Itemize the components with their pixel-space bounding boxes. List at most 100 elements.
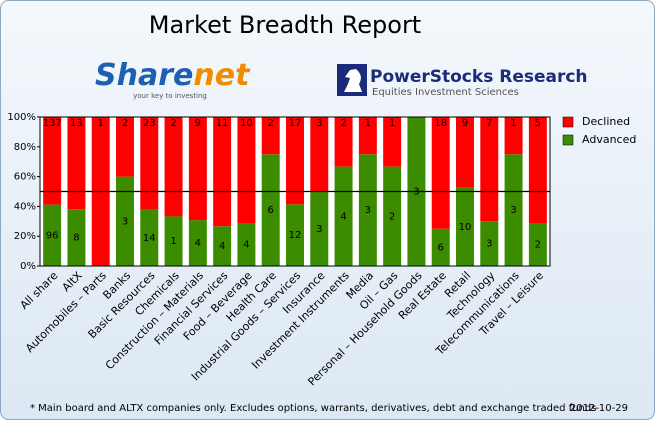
- bar-segment: [528, 223, 547, 266]
- bar-segment: [43, 204, 62, 266]
- bar-segment: [358, 117, 377, 155]
- y-tick-label: 100%: [7, 112, 36, 123]
- data-label: 7: [486, 118, 492, 129]
- bar-segment: [213, 226, 232, 266]
- data-label: 3: [486, 239, 492, 250]
- data-label: 13: [70, 118, 83, 129]
- legend-swatch: [562, 134, 574, 146]
- bar-segment: [480, 221, 499, 266]
- data-label: 1: [365, 118, 371, 129]
- data-label: 4: [243, 240, 249, 251]
- data-label: 137: [43, 118, 62, 129]
- logo-part: Share: [95, 58, 193, 93]
- bar-segment: [116, 176, 134, 266]
- data-label: 23: [143, 118, 156, 129]
- data-label: 18: [434, 118, 447, 129]
- knight-icon: [344, 69, 362, 92]
- data-label: 96: [46, 230, 59, 241]
- bar-segment: [456, 117, 474, 188]
- data-label: 2: [340, 118, 346, 129]
- data-label: 6: [268, 205, 274, 216]
- bar-segment: [67, 117, 86, 210]
- bar-segment: [383, 117, 402, 167]
- data-label: 10: [240, 118, 253, 129]
- logo-text: PowerStocks Research: [370, 67, 588, 87]
- data-label: 2: [170, 118, 176, 129]
- bar-segment: [237, 223, 256, 266]
- data-label: 4: [340, 211, 346, 222]
- logo-part: net: [193, 58, 251, 93]
- bar-segment: [261, 117, 280, 155]
- data-label: 1: [170, 236, 176, 247]
- data-label: 11: [216, 118, 229, 129]
- sharenet-logo: Sharenet your key to investing: [95, 58, 251, 101]
- bar-segment: [261, 154, 280, 266]
- bar-segment: [310, 191, 329, 266]
- bar-segment: [286, 117, 304, 205]
- data-label: 2: [268, 118, 274, 129]
- data-label: 3: [510, 205, 516, 216]
- data-label: 1: [510, 118, 516, 129]
- bar-segment: [188, 117, 207, 221]
- data-label: 4: [195, 238, 201, 249]
- data-label: 3: [316, 118, 322, 129]
- bar-segment: [358, 154, 377, 266]
- chart-title: Market Breadth Report: [149, 11, 421, 39]
- y-tick-label: 40%: [14, 201, 36, 212]
- data-label: 1: [98, 118, 104, 129]
- bar-segment: [140, 117, 159, 210]
- data-label: 3: [122, 216, 128, 227]
- data-label: 2: [535, 240, 541, 251]
- legend-swatch: [562, 116, 574, 128]
- y-tick-label: 80%: [14, 142, 36, 153]
- bar-segment: [456, 187, 474, 266]
- data-label: 2: [389, 211, 395, 222]
- bar-segment: [116, 117, 134, 177]
- date: 2012-10-29: [570, 403, 628, 414]
- data-label: 8: [73, 233, 79, 244]
- data-label: 6: [438, 242, 444, 253]
- data-label: 10: [459, 222, 472, 233]
- legend-label: Advanced: [582, 133, 636, 146]
- bar-segment: [528, 117, 547, 224]
- bar-segment: [431, 228, 450, 266]
- y-tick-label: 60%: [14, 172, 36, 183]
- bar-segment: [213, 117, 232, 227]
- footnote: * Main board and ALTX companies only. Ex…: [30, 403, 596, 414]
- data-label: 2: [122, 118, 128, 129]
- bar-segment: [504, 117, 523, 155]
- bar-segment: [188, 220, 207, 266]
- logo-tagline: your key to investing: [133, 92, 207, 100]
- y-tick-label: 0%: [20, 261, 36, 272]
- data-label: 3: [365, 205, 371, 216]
- bar-segment: [334, 117, 353, 167]
- bar-segment: [164, 216, 183, 266]
- data-label: 9: [462, 118, 468, 129]
- powerstocks-logo: PowerStocks Research Equities Investment…: [337, 64, 588, 98]
- bar-segment: [43, 117, 62, 205]
- bar-segment: [431, 117, 450, 229]
- bar-segment: [286, 204, 304, 266]
- data-label: 4: [219, 241, 225, 252]
- plot-border: [39, 116, 551, 267]
- bar-segment: [310, 117, 329, 192]
- data-label: 9: [195, 118, 201, 129]
- y-tick-label: 20%: [14, 231, 36, 242]
- bar-segment: [164, 117, 183, 217]
- data-label: 5: [535, 118, 541, 129]
- data-label: 12: [289, 230, 302, 241]
- bar-segment: [67, 209, 86, 266]
- data-label: 1: [389, 118, 395, 129]
- bar-segment: [480, 117, 499, 222]
- bar-segment: [237, 117, 256, 224]
- data-label: 3: [316, 224, 322, 235]
- legend-label: Declined: [582, 115, 630, 128]
- data-label: 17: [289, 118, 302, 129]
- bar-segment: [504, 154, 523, 266]
- bar-segment: [140, 209, 159, 266]
- logo-text: Sharenet: [95, 58, 251, 93]
- logo-tagline: Equities Investment Sciences: [372, 87, 519, 98]
- data-label: 14: [143, 233, 156, 244]
